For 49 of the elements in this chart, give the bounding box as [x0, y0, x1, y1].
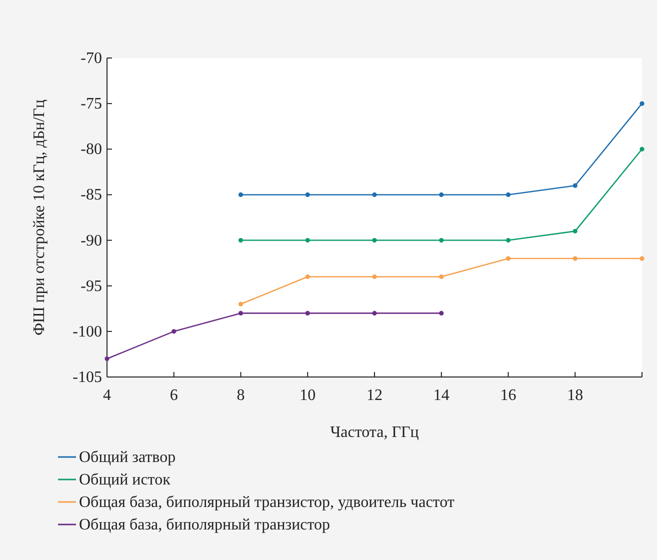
y-axis-title: ФШ при отстройке 10 кГц, дБн/Гц	[31, 99, 48, 336]
point	[506, 192, 511, 198]
point	[439, 274, 444, 280]
x-axis-title: Частота, ГГц	[330, 424, 420, 441]
legend-label: Общая база, биполярный транзистор	[79, 516, 330, 534]
point	[372, 192, 377, 198]
point	[572, 256, 578, 261]
x-tick-label: 14	[433, 387, 450, 404]
point	[305, 310, 310, 316]
point	[640, 101, 644, 106]
y-tick-label: -80	[80, 141, 102, 158]
point	[238, 192, 244, 198]
point	[305, 238, 310, 243]
x-tick-label: 16	[500, 387, 516, 404]
point	[640, 146, 644, 152]
x-tick-label: 12	[366, 387, 382, 404]
point	[372, 274, 377, 280]
point	[372, 310, 377, 316]
x-tick-label: 18	[567, 387, 584, 404]
x-tick-label: 10	[300, 387, 316, 404]
y-tick-label: -75	[80, 96, 102, 113]
y-tick-label: -85	[80, 186, 102, 204]
x-tick-label: 6	[170, 387, 178, 404]
point	[305, 274, 310, 280]
point	[506, 238, 511, 243]
point	[439, 238, 444, 243]
legend-label: Общий исток	[79, 472, 171, 488]
point	[372, 238, 377, 243]
y-tick-label: -105	[72, 369, 102, 386]
legend-label: Общая база, биполярный транзистор, удвоитель частот	[79, 494, 454, 511]
point	[572, 183, 578, 188]
x-tick-label: 4	[103, 387, 111, 404]
y-tick-label: -90	[80, 232, 102, 250]
legend-label: Общий затвор	[79, 449, 176, 466]
point	[172, 329, 176, 334]
point	[104, 356, 110, 362]
y-tick-label: -95	[80, 278, 102, 295]
y-tick-label: -70	[80, 50, 102, 67]
point	[439, 192, 444, 198]
point	[305, 192, 310, 198]
point	[238, 238, 244, 243]
point	[238, 302, 244, 306]
y-tick-label: -100	[72, 323, 102, 340]
point	[238, 310, 244, 316]
point	[640, 256, 644, 261]
x-tick-label: 8	[236, 387, 245, 404]
point	[572, 228, 578, 234]
point	[506, 256, 511, 261]
point	[439, 310, 444, 316]
